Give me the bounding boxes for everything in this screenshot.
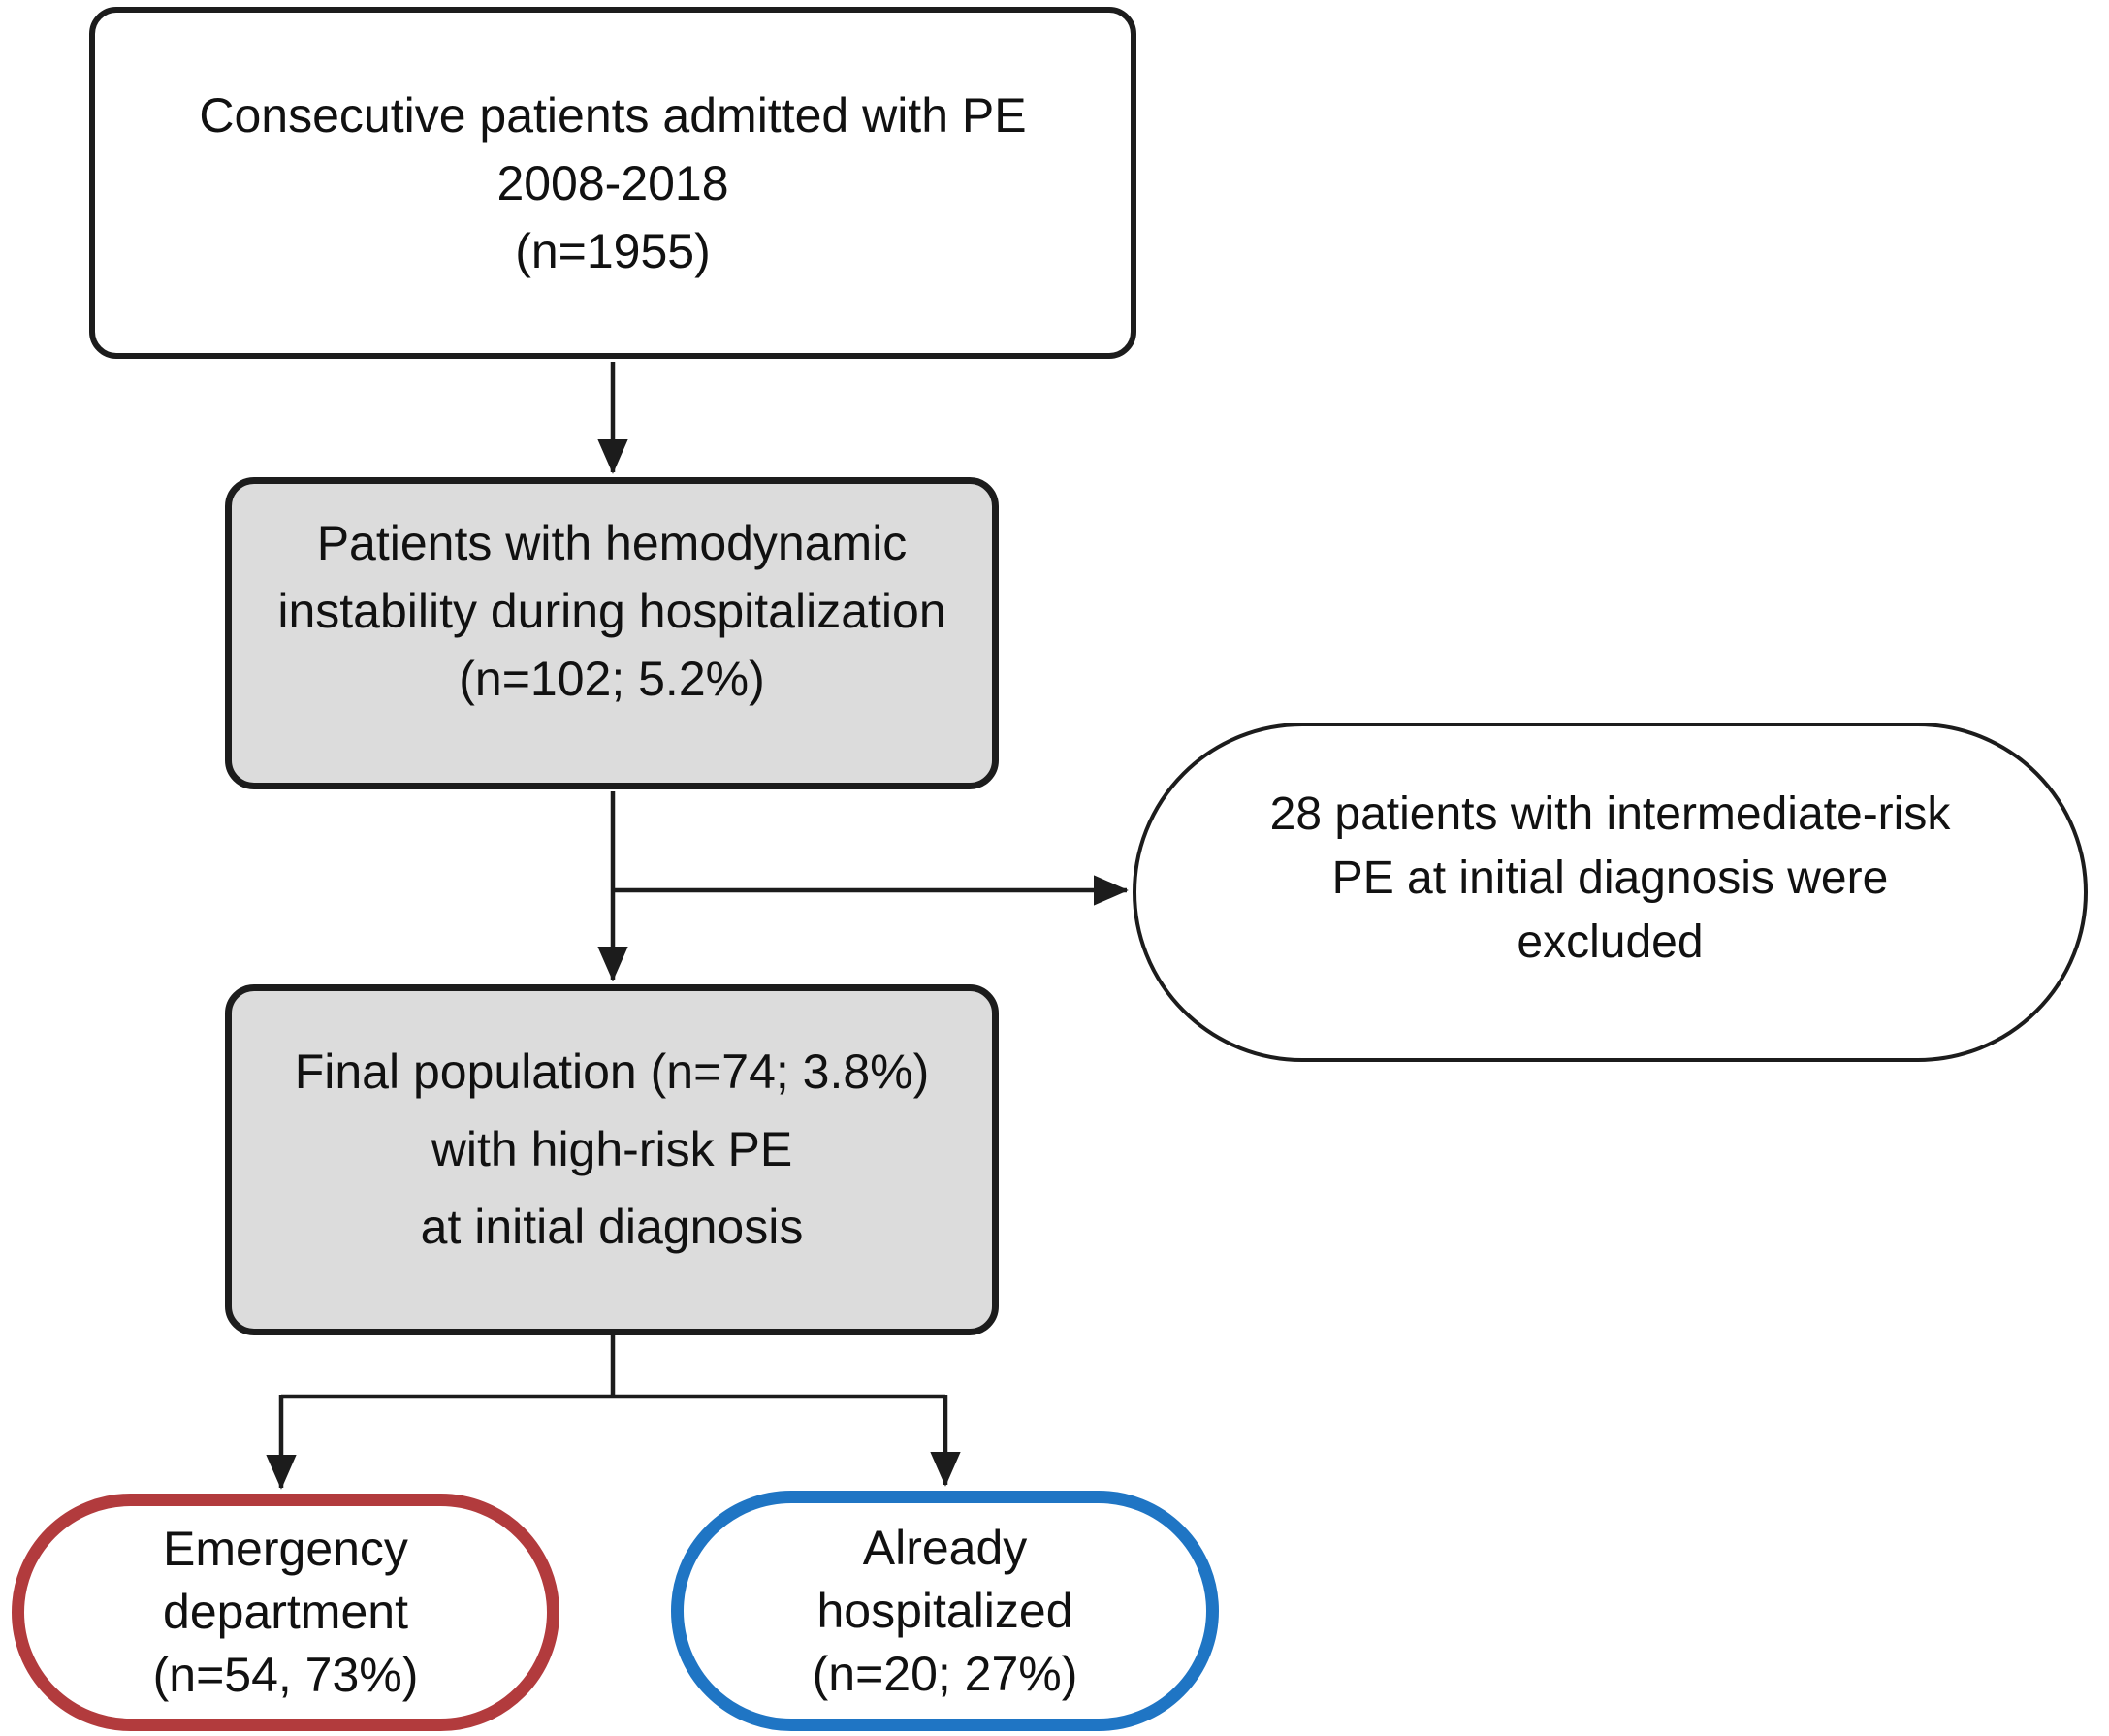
node-final-population: Final population (n=74; 3.8%) with high-… — [225, 984, 999, 1335]
node-line: (n=1955) — [515, 223, 711, 278]
node-line: 28 patients with intermediate-risk — [1269, 788, 1951, 840]
node-line: hospitalized — [816, 1583, 1073, 1638]
node-line: with high-risk PE — [431, 1122, 793, 1176]
node-line: (n=20; 27%) — [812, 1646, 1078, 1701]
node-line: Final population (n=74; 3.8%) — [294, 1045, 930, 1099]
node-line: PE at initial diagnosis were — [1331, 852, 1889, 904]
node-line: (n=54, 73%) — [152, 1648, 419, 1702]
node-line: at initial diagnosis — [420, 1200, 804, 1254]
node-line: excluded — [1517, 916, 1704, 968]
node-emergency-department: Emergency department (n=54, 73%) — [12, 1494, 559, 1731]
node-line: instability during hospitalization — [277, 584, 946, 638]
node-already-hospitalized: Already hospitalized (n=20; 27%) — [671, 1491, 1219, 1731]
node-line: Already — [862, 1520, 1028, 1575]
node-consecutive-patients: Consecutive patients admitted with PE 20… — [89, 7, 1136, 359]
node-line: Consecutive patients admitted with PE — [199, 87, 1027, 143]
node-excluded-patients: 28 patients with intermediate-risk PE at… — [1133, 723, 2088, 1062]
node-line: department — [163, 1585, 408, 1639]
node-line: Emergency — [163, 1522, 408, 1576]
node-line: Patients with hemodynamic — [316, 516, 908, 570]
node-line: 2008-2018 — [496, 155, 729, 210]
node-line: (n=102; 5.2%) — [459, 652, 765, 706]
node-hemodynamic-instability: Patients with hemodynamic instability du… — [225, 477, 999, 789]
